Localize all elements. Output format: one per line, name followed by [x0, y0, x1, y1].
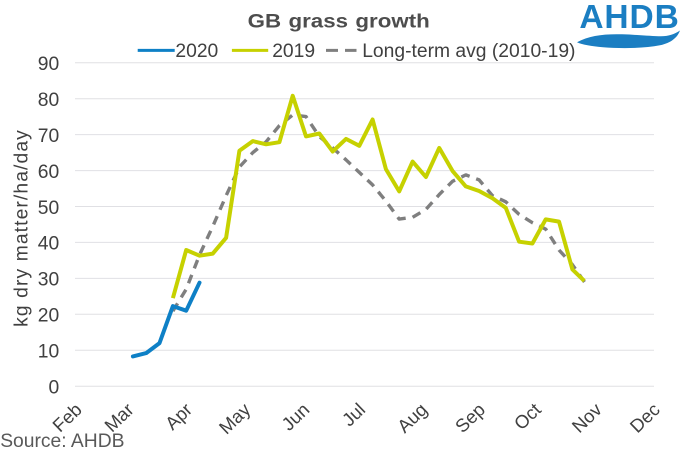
svg-text:AHDB: AHDB	[579, 0, 679, 36]
svg-text:Long-term avg (2010-19): Long-term avg (2010-19)	[362, 41, 575, 62]
svg-text:30: 30	[38, 270, 59, 291]
svg-text:40: 40	[38, 234, 59, 255]
svg-text:50: 50	[38, 198, 59, 219]
svg-text:20: 20	[38, 306, 59, 327]
svg-text:2019: 2019	[272, 41, 315, 62]
svg-text:Source: AHDB: Source: AHDB	[0, 431, 124, 452]
svg-text:70: 70	[38, 126, 59, 147]
svg-text:10: 10	[38, 342, 59, 363]
svg-text:60: 60	[38, 162, 59, 183]
svg-text:80: 80	[38, 90, 59, 111]
svg-text:GB grass growth: GB grass growth	[248, 11, 430, 32]
svg-text:90: 90	[38, 54, 59, 75]
svg-text:0: 0	[48, 378, 59, 399]
svg-text:2020: 2020	[175, 41, 218, 62]
svg-text:kg dry matter/ha/day: kg dry matter/ha/day	[11, 129, 32, 327]
